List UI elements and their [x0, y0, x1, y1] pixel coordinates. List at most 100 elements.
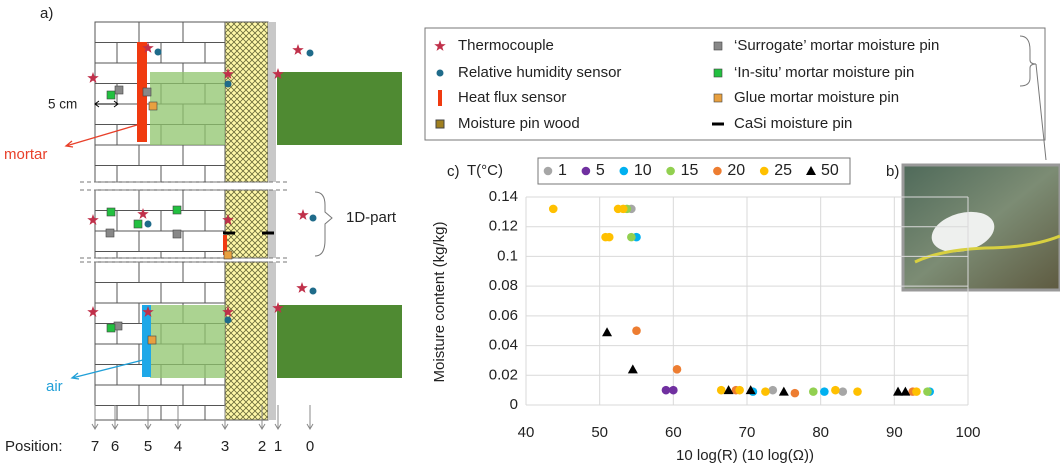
brick [94, 62, 140, 84]
y-tick-label: 0.14 [489, 188, 518, 205]
brick [160, 165, 206, 183]
point [900, 386, 911, 396]
legend-marker [436, 69, 444, 77]
brick [182, 261, 226, 283]
heat-flux-sensor [137, 42, 147, 142]
y-tick-label: 0.1 [497, 247, 518, 264]
legend-marker [713, 166, 722, 176]
position-number: 7 [91, 438, 99, 455]
legend-marker [581, 166, 591, 176]
x-tick-label: 100 [955, 424, 980, 441]
moisture-pin [106, 207, 116, 217]
brick [182, 21, 226, 43]
position-arrow [174, 405, 182, 430]
x-tick-label: 40 [518, 424, 535, 441]
point [831, 385, 840, 395]
point [672, 365, 682, 374]
brick [204, 42, 226, 64]
point [809, 387, 818, 396]
y-axis-label: Moisture content (kg/kg) [431, 222, 448, 383]
heat-flux-sensor [223, 235, 227, 255]
legend-label: 25 [774, 162, 792, 179]
legend-marker [713, 93, 723, 103]
point [627, 232, 636, 242]
moisture-pin [172, 229, 182, 239]
point [627, 364, 638, 374]
x-tick-label: 90 [886, 424, 903, 441]
moisture-pin [172, 205, 182, 215]
x-tick-label: 60 [665, 424, 682, 441]
moisture-pin [106, 323, 116, 333]
position-arrow [306, 405, 314, 430]
point [820, 387, 829, 396]
brick [138, 261, 184, 283]
position-arrow [144, 405, 152, 430]
point [604, 232, 614, 242]
brick [182, 189, 226, 211]
rh-sensor [224, 80, 232, 88]
legend-label: 15 [681, 162, 699, 179]
legend-text: CaSi moisture pin [734, 115, 852, 132]
leader [1035, 63, 1047, 161]
brick [94, 384, 140, 406]
position-number: 4 [174, 438, 182, 455]
brick [204, 210, 226, 232]
mortar-label: mortar [4, 146, 47, 163]
moisture-pin [114, 85, 124, 95]
y-tick-label: 0 [510, 396, 518, 413]
point [778, 386, 789, 396]
rh-sensor [224, 316, 232, 324]
point [838, 387, 848, 396]
position-label: Position: [5, 438, 63, 455]
brick [116, 165, 162, 183]
wood-beam [150, 305, 225, 378]
point [745, 385, 756, 395]
point [790, 388, 800, 398]
moisture-pin [105, 228, 115, 238]
brick [182, 230, 226, 252]
board [268, 262, 276, 420]
legend-label: 5 [596, 162, 605, 179]
legend-text: Moisture pin wood [458, 115, 580, 132]
position-number: 0 [306, 438, 314, 455]
position-number: 6 [111, 438, 119, 455]
brick [94, 144, 140, 166]
moisture-pin [106, 90, 116, 100]
point [768, 385, 778, 395]
brick [94, 282, 118, 304]
point [661, 385, 671, 395]
legend-text: ‘In-situ’ mortar moisture pin [734, 64, 914, 81]
board [268, 190, 276, 258]
point [632, 326, 641, 336]
brick [204, 251, 226, 259]
legend-marker [619, 166, 629, 176]
brick [94, 189, 140, 211]
part-label: 1D-part [346, 209, 397, 226]
air-arrow [70, 359, 144, 380]
brick [160, 251, 206, 259]
point [669, 385, 678, 395]
position-arrow [91, 405, 99, 430]
brick [160, 282, 206, 304]
insulation [224, 189, 269, 259]
point [761, 387, 770, 396]
brick [116, 405, 162, 421]
thermocouple [296, 282, 308, 293]
legend-text: Heat flux sensor [458, 89, 566, 106]
air-sensor [142, 305, 151, 377]
brick [94, 343, 140, 365]
brick [204, 405, 226, 421]
brick [160, 405, 206, 421]
scale-arrow [94, 100, 119, 108]
thermocouple [297, 209, 309, 220]
brick [94, 103, 140, 125]
brick [116, 251, 162, 259]
point [716, 385, 726, 395]
position-number: 1 [274, 438, 282, 455]
legend-marker [806, 166, 816, 175]
point [893, 386, 904, 396]
position-arrow [258, 405, 266, 430]
moisture-pin [148, 101, 158, 111]
panel-label: c) [447, 163, 460, 180]
